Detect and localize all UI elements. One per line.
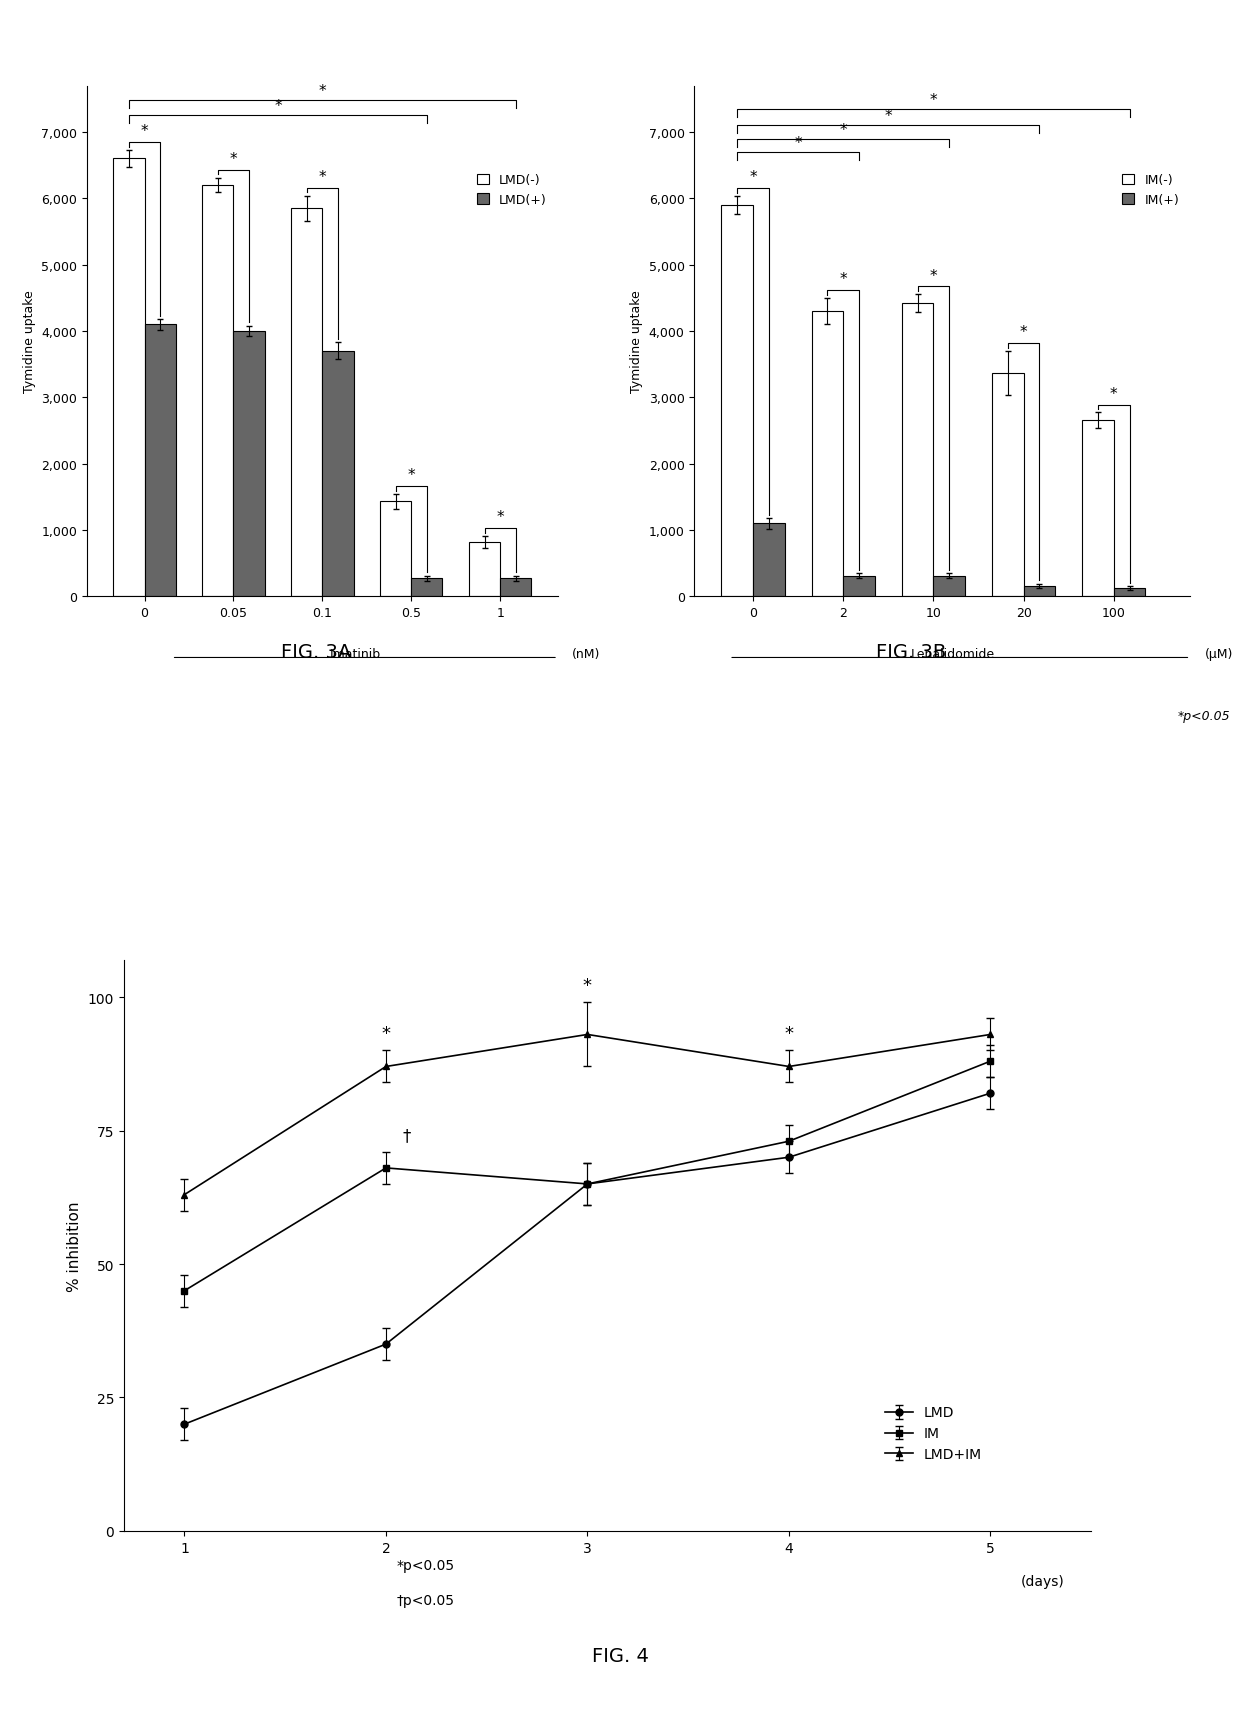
Text: Lenalidomide: Lenalidomide <box>910 647 994 661</box>
Text: *: * <box>839 272 847 287</box>
Legend: IM(-), IM(+): IM(-), IM(+) <box>1117 170 1184 211</box>
Text: *: * <box>930 268 937 284</box>
Text: †p<0.05: †p<0.05 <box>397 1593 455 1607</box>
Bar <box>1023 586 1055 597</box>
Bar <box>322 351 353 597</box>
Y-axis label: Tymidine uptake: Tymidine uptake <box>630 291 644 393</box>
Text: *: * <box>496 510 503 524</box>
Bar <box>843 576 874 597</box>
Bar <box>722 206 753 597</box>
Text: FIG. 3B: FIG. 3B <box>877 642 946 661</box>
Bar <box>469 543 500 597</box>
Text: *: * <box>839 123 847 137</box>
Legend: LMD, IM, LMD+IM: LMD, IM, LMD+IM <box>879 1400 987 1467</box>
Text: *p<0.05: *p<0.05 <box>1178 709 1230 721</box>
Text: *p<0.05: *p<0.05 <box>397 1559 455 1573</box>
Bar <box>233 332 264 597</box>
Text: *: * <box>583 977 591 995</box>
Bar <box>114 159 145 597</box>
Text: *: * <box>382 1024 391 1043</box>
Bar <box>1114 588 1146 597</box>
Text: *: * <box>319 85 326 99</box>
Text: *: * <box>1110 386 1117 401</box>
Text: FIG. 3A: FIG. 3A <box>281 642 351 661</box>
Text: Imatinib: Imatinib <box>330 647 381 661</box>
Y-axis label: % inhibition: % inhibition <box>67 1201 82 1291</box>
Text: *: * <box>884 109 892 125</box>
Text: (μM): (μM) <box>1205 647 1234 661</box>
Text: *: * <box>229 152 237 166</box>
Bar <box>381 502 412 597</box>
Text: (days): (days) <box>1021 1574 1064 1588</box>
Text: *: * <box>319 170 326 185</box>
Bar <box>500 580 531 597</box>
Bar <box>992 374 1023 597</box>
Text: †: † <box>402 1126 410 1144</box>
Bar <box>291 209 322 597</box>
Bar <box>202 185 233 597</box>
Bar <box>812 311 843 597</box>
Text: (nM): (nM) <box>572 647 600 661</box>
Text: *: * <box>795 135 802 151</box>
Text: *: * <box>1019 325 1028 339</box>
Bar <box>145 325 176 597</box>
Bar <box>934 576 965 597</box>
Text: *: * <box>749 170 756 185</box>
Bar <box>412 580 443 597</box>
Legend: LMD(-), LMD(+): LMD(-), LMD(+) <box>471 170 552 211</box>
Text: FIG. 4: FIG. 4 <box>591 1645 649 1664</box>
Bar <box>753 524 785 597</box>
Text: *: * <box>408 467 415 483</box>
Text: *: * <box>274 99 281 114</box>
Bar <box>1083 420 1114 597</box>
Text: *: * <box>141 125 149 138</box>
Text: *: * <box>930 93 937 107</box>
Y-axis label: Tymidine uptake: Tymidine uptake <box>22 291 36 393</box>
Text: *: * <box>785 1024 794 1043</box>
Bar <box>901 304 934 597</box>
